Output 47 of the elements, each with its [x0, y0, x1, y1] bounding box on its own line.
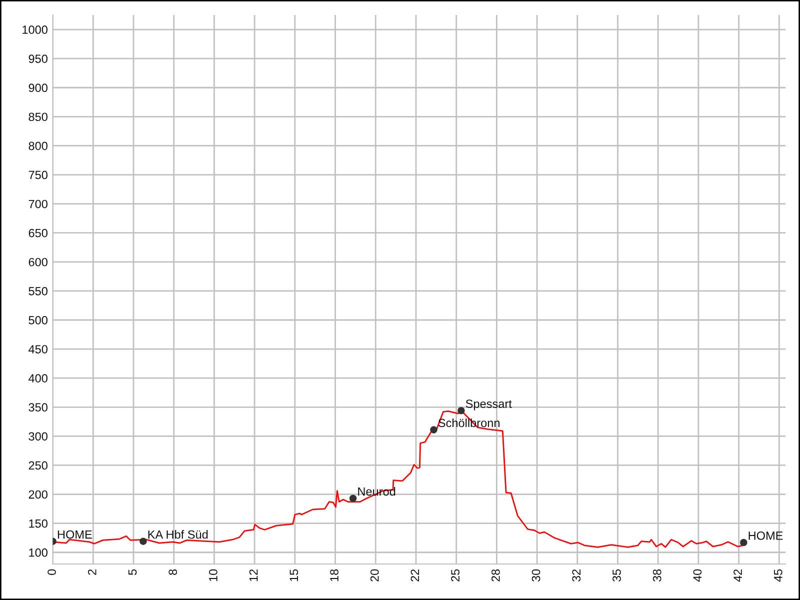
- y-tick-label: 600: [28, 258, 48, 266]
- x-tick-label: 40: [693, 569, 702, 582]
- y-tick-label: 700: [28, 200, 48, 208]
- y-tick-label: 850: [28, 112, 48, 122]
- y-tick-label: 500: [28, 316, 48, 324]
- annotation: HOME: [748, 531, 783, 540]
- y-tick-label: 800: [28, 142, 48, 150]
- y-tick-label: 900: [28, 84, 48, 92]
- point: [430, 426, 438, 434]
- x-tick-label: 45: [774, 569, 782, 582]
- x-tick-label: 22: [410, 569, 420, 582]
- x-tick-label: 35: [612, 569, 621, 582]
- annotation: KA Hbf Süd: [148, 530, 208, 539]
- point: [740, 538, 748, 546]
- x-tick-label: 5: [128, 569, 137, 575]
- annotation: HOME: [58, 530, 92, 539]
- y-tick-label: 250: [28, 461, 48, 470]
- point: [140, 538, 147, 545]
- y-tick-label: 750: [28, 170, 48, 180]
- point: [349, 494, 357, 502]
- x-tick-label: 32: [572, 569, 581, 582]
- x-tick-label: 0: [48, 569, 56, 575]
- y-tick-label: 350: [28, 403, 48, 412]
- x-tick-label: 28: [491, 569, 500, 582]
- y-tick-label: 550: [28, 286, 48, 296]
- point: [458, 406, 465, 414]
- x-tick-label: 25: [451, 569, 460, 582]
- x-tick-label: 38: [652, 569, 662, 582]
- y-tick-label: 1000: [22, 26, 48, 34]
- x-tick-label: 8: [168, 569, 178, 575]
- y-tick-label: 400: [28, 374, 48, 382]
- x-tick-label: 10: [209, 569, 218, 582]
- y-tick-label: 950: [28, 54, 48, 63]
- x-tick-label: 30: [532, 569, 540, 582]
- x-tick-label: 18: [330, 569, 338, 582]
- y-tick-label: 450: [28, 345, 48, 354]
- x-tick-label: 20: [370, 569, 379, 582]
- annotation: Spessart: [466, 400, 512, 410]
- x-tick-label: 42: [734, 569, 742, 582]
- x-tick-label: 12: [249, 569, 258, 582]
- y-tick-label: 650: [28, 228, 48, 238]
- y-tick-label: 300: [28, 432, 48, 441]
- y-tick-label: 200: [28, 490, 48, 499]
- y-tick-label: 150: [29, 519, 48, 528]
- x-tick-label: 15: [290, 569, 298, 582]
- y-tick-label: 100: [29, 548, 48, 557]
- x-tick-label: 2: [88, 569, 96, 575]
